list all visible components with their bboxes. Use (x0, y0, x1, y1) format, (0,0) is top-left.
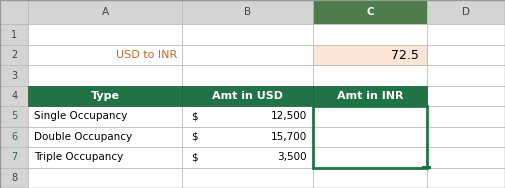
Text: Double Occupancy: Double Occupancy (34, 132, 132, 142)
Text: 1: 1 (11, 30, 17, 40)
Text: $: $ (191, 132, 197, 142)
Bar (313, 0, 427, 24)
Bar (28, 0, 182, 24)
Bar (28, 86, 182, 106)
Text: 3: 3 (11, 70, 17, 80)
Text: 7: 7 (11, 152, 17, 162)
Text: 2: 2 (11, 50, 17, 60)
Bar (313, 45, 427, 65)
Bar (313, 106, 427, 127)
Text: 6: 6 (11, 132, 17, 142)
Bar (182, 106, 313, 127)
Text: Type: Type (90, 91, 120, 101)
Bar (182, 127, 313, 147)
Text: 12,500: 12,500 (271, 111, 307, 121)
Text: $: $ (191, 152, 197, 162)
Text: Amt in INR: Amt in INR (337, 91, 403, 101)
Bar (422, 166, 431, 169)
Bar (182, 168, 313, 188)
Text: Amt in USD: Amt in USD (212, 91, 283, 101)
Bar (313, 86, 427, 106)
Bar (313, 127, 427, 147)
Bar (427, 24, 505, 45)
Bar (427, 0, 505, 24)
Bar (427, 86, 505, 106)
Bar (427, 106, 505, 127)
Text: 15,700: 15,700 (271, 132, 307, 142)
Bar (0, 106, 28, 127)
Text: D: D (462, 7, 470, 17)
Bar (427, 65, 505, 86)
Bar (0, 168, 28, 188)
Bar (427, 168, 505, 188)
Bar (0, 86, 28, 106)
Bar (182, 86, 313, 106)
Text: USD to INR: USD to INR (116, 50, 177, 60)
Text: 72.5: 72.5 (391, 49, 419, 62)
Bar (28, 86, 182, 106)
Bar (0, 127, 28, 147)
Bar (182, 24, 313, 45)
Bar (28, 106, 182, 127)
Bar (0, 24, 28, 45)
Bar (0, 147, 28, 168)
Bar (28, 147, 182, 168)
Bar (313, 147, 427, 168)
Text: B: B (244, 7, 251, 17)
Bar (28, 24, 182, 45)
Bar (28, 45, 182, 65)
Bar (427, 147, 505, 168)
Bar (427, 127, 505, 147)
Text: A: A (102, 7, 109, 17)
Bar (182, 147, 313, 168)
Text: C: C (366, 7, 374, 17)
Bar (427, 45, 505, 65)
Text: 4: 4 (11, 91, 17, 101)
Bar (0, 0, 28, 24)
Bar (182, 45, 313, 65)
Text: 3,500: 3,500 (277, 152, 307, 162)
Bar (313, 86, 427, 106)
Text: Single Occupancy: Single Occupancy (34, 111, 128, 121)
Bar (313, 45, 427, 65)
Bar (0, 45, 28, 65)
Bar (182, 0, 313, 24)
Bar (182, 65, 313, 86)
Bar (0, 65, 28, 86)
Text: 8: 8 (11, 173, 17, 183)
Bar (182, 86, 313, 106)
Text: Triple Occupancy: Triple Occupancy (34, 152, 124, 162)
Bar (313, 106, 427, 168)
Bar (28, 168, 182, 188)
Bar (28, 127, 182, 147)
Bar (313, 24, 427, 45)
Text: $: $ (191, 111, 197, 121)
Bar (313, 168, 427, 188)
Bar (313, 65, 427, 86)
Bar (28, 65, 182, 86)
Text: 5: 5 (11, 111, 17, 121)
